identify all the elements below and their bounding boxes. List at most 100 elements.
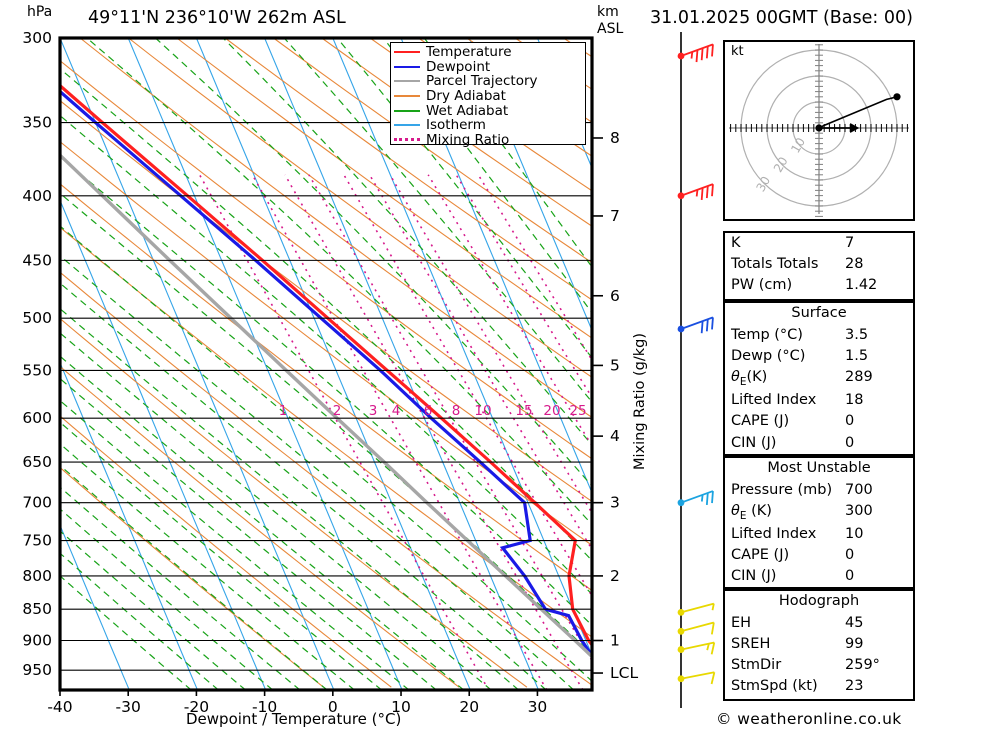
legend-label: Temperature bbox=[426, 44, 512, 61]
legend-item-dry-adiabat: Dry Adiabat bbox=[394, 89, 581, 104]
dry-adiabat-line bbox=[60, 466, 324, 688]
legend-label: Dry Adiabat bbox=[426, 88, 506, 105]
legend-swatch bbox=[394, 124, 420, 127]
surface-panel: Surface Temp (°C) 3.5 Dewp (°C) 1.5 θE(K) 289… bbox=[723, 301, 915, 456]
index-label: SREH bbox=[731, 635, 771, 652]
dry-adiabat-line bbox=[60, 183, 592, 592]
index-value: 23 bbox=[845, 678, 864, 695]
mixing-ratio-label: 20 bbox=[543, 403, 560, 419]
legend-swatch bbox=[394, 109, 420, 112]
legend-item-wet-adiabat: Wet Adiabat bbox=[394, 103, 581, 118]
index-row: StmDir 259° bbox=[725, 655, 913, 676]
mixing-ratio-label: 25 bbox=[569, 403, 586, 419]
index-label: Pressure (mb) bbox=[731, 481, 833, 498]
mixing-ratio-label: 10 bbox=[474, 403, 491, 419]
height-unit-label-km: km bbox=[597, 4, 619, 20]
index-label: θE (K) bbox=[731, 502, 772, 522]
wind-barb bbox=[677, 490, 714, 507]
dry-adiabat-line bbox=[60, 140, 592, 546]
temperature-tick-label: 20 bbox=[459, 698, 479, 716]
surface-title: Surface bbox=[791, 305, 847, 321]
hodograph-trace bbox=[818, 96, 898, 129]
index-value: 700 bbox=[845, 481, 873, 498]
temperature-tick-label: -30 bbox=[116, 698, 141, 716]
mixing-ratio-axis-title: Mixing Ratio (g/kg) bbox=[632, 333, 648, 470]
legend-swatch bbox=[394, 95, 420, 98]
index-value: 289 bbox=[845, 369, 873, 386]
most-unstable-panel: Most Unstable Pressure (mb) 700 θE (K) 300 L… bbox=[723, 456, 915, 589]
index-label: Totals Totals bbox=[731, 256, 819, 273]
index-label: PW (cm) bbox=[731, 277, 793, 294]
pressure-tick-label: 350 bbox=[22, 114, 52, 132]
wind-barb bbox=[677, 43, 714, 63]
pressure-tick-label: 300 bbox=[22, 29, 52, 47]
index-label: Temp (°C) bbox=[731, 326, 803, 343]
height-tick-label: 5 bbox=[610, 356, 620, 374]
index-label: StmDir bbox=[731, 657, 782, 674]
index-value: 259° bbox=[845, 657, 880, 674]
index-value: 1.5 bbox=[845, 347, 869, 364]
index-value: 45 bbox=[845, 614, 864, 631]
height-tick-label: 8 bbox=[610, 129, 620, 147]
index-label: Lifted Index bbox=[731, 526, 817, 543]
height-tick-label: 3 bbox=[610, 494, 620, 512]
mixing-ratio-label: 8 bbox=[452, 403, 461, 419]
index-label: CAPE (J) bbox=[731, 413, 790, 430]
pressure-tick-label: 450 bbox=[22, 251, 52, 269]
mixing-ratio-label: 4 bbox=[392, 403, 401, 419]
mixing-ratio-label: 6 bbox=[424, 403, 433, 419]
height-tick-label: 7 bbox=[610, 207, 620, 225]
wind-barb bbox=[677, 602, 715, 616]
index-row: θE (K) 300 bbox=[725, 501, 913, 524]
hodograph-stats-panel: Hodograph EH 45 SREH 99 StmDir 259° StmSpd (kt… bbox=[723, 589, 915, 701]
mixing-ratio-label: 3 bbox=[369, 403, 378, 419]
datetime-title: 31.01.2025 00GMT (Base: 00) bbox=[650, 8, 913, 28]
dry-adiabat-line bbox=[60, 317, 528, 688]
mixing-ratio-line bbox=[308, 174, 592, 663]
legend-swatch bbox=[394, 138, 420, 142]
dry-adiabat-line bbox=[79, 38, 592, 419]
wet-adiabat-line bbox=[60, 225, 592, 683]
mixing-ratio-line bbox=[455, 174, 592, 400]
index-label: Lifted Index bbox=[731, 392, 817, 409]
wind-barb bbox=[677, 621, 715, 635]
index-value: 0 bbox=[845, 547, 855, 564]
legend-swatch bbox=[394, 80, 420, 83]
hodograph-panel[interactable]: 10 20 30 kt bbox=[723, 39, 915, 221]
dry-adiabat-line bbox=[176, 38, 592, 339]
index-label: Dewp (°C) bbox=[731, 347, 806, 364]
wind-barb bbox=[677, 641, 716, 655]
mixing-ratio-line bbox=[368, 174, 592, 552]
hodograph-stats-title: Hodograph bbox=[778, 593, 860, 609]
wet-adiabat-line bbox=[60, 443, 355, 690]
dry-adiabat-line bbox=[128, 38, 592, 378]
legend-swatch bbox=[394, 51, 420, 54]
x-axis-title: Dewpoint / Temperature (°C) bbox=[186, 710, 402, 728]
mixing-ratio-label: 2 bbox=[333, 403, 342, 419]
mixing-ratio-line bbox=[284, 174, 584, 690]
height-tick-label: 4 bbox=[610, 427, 620, 445]
pressure-tick-label: 550 bbox=[22, 361, 52, 379]
legend-item-temperature: Temperature bbox=[394, 45, 581, 60]
legend-swatch bbox=[394, 65, 420, 68]
index-row: SREH 99 bbox=[725, 634, 913, 655]
height-unit-label-asl: ASL bbox=[597, 21, 624, 37]
dry-adiabat-line bbox=[369, 38, 592, 192]
hodograph-point bbox=[893, 93, 901, 101]
temperature-tick-label: 10 bbox=[391, 698, 411, 716]
index-value: 18 bbox=[845, 392, 864, 409]
index-value: 7 bbox=[845, 235, 855, 251]
wet-adiabat-line bbox=[60, 307, 519, 690]
isotherm-line bbox=[468, 38, 592, 332]
pressure-tick-label: 700 bbox=[22, 494, 52, 512]
mixing-ratio-line bbox=[427, 174, 592, 448]
temperature-tick-label: -10 bbox=[252, 698, 277, 716]
plot-frame bbox=[58, 36, 594, 692]
index-row: Pressure (mb) 700 bbox=[725, 480, 913, 501]
mixing-ratio-label: 15 bbox=[515, 403, 532, 419]
wet-adiabat-line bbox=[60, 192, 592, 656]
pressure-tick-label: 950 bbox=[22, 661, 52, 679]
dry-adiabat-line bbox=[60, 271, 592, 686]
